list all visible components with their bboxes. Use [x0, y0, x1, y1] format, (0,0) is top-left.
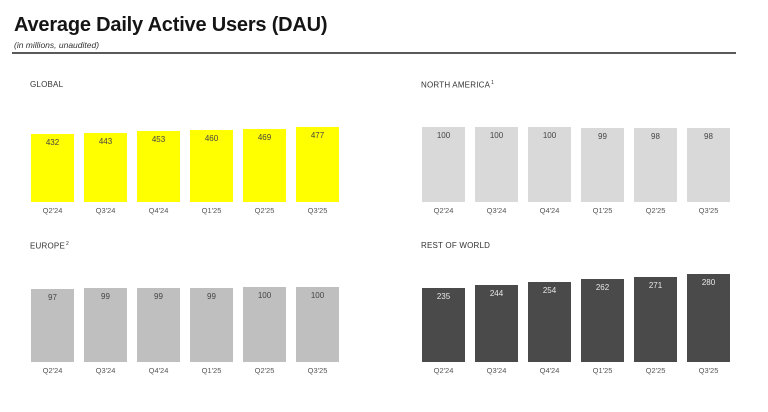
bar-north-america-4: 98: [634, 128, 677, 202]
panel-title-europe: EUROPE2: [30, 241, 69, 251]
bar-rest-of-world-2: 254: [528, 282, 571, 362]
bar-value-label: 99: [101, 292, 110, 301]
bar-global-4: 469: [243, 129, 286, 202]
bar-value-label: 100: [310, 291, 325, 300]
category-label: Q3'25: [307, 366, 328, 375]
category-label: Q1'25: [592, 366, 613, 375]
bar-value-label: 443: [98, 137, 113, 146]
category-label: Q4'24: [148, 206, 169, 215]
bar-value-label: 280: [701, 278, 716, 287]
category-label: Q1'25: [201, 366, 222, 375]
bar-global-0: 432: [31, 134, 74, 202]
bar-value-label: 262: [595, 283, 610, 292]
bar-value-label: 99: [154, 292, 163, 301]
bar-europe-0: 97: [31, 289, 74, 362]
category-label: Q2'24: [42, 366, 63, 375]
panel-title-text: REST OF WORLD: [421, 241, 491, 250]
category-label: Q4'24: [539, 366, 560, 375]
panel-title-text: EUROPE: [30, 241, 65, 251]
bar-value-label: 469: [257, 133, 272, 142]
bar-value-label: 97: [48, 293, 57, 302]
category-label: Q1'25: [201, 206, 222, 215]
bar-europe-1: 99: [84, 288, 127, 362]
footnote-marker: 2: [66, 241, 69, 247]
category-label: Q3'24: [95, 206, 116, 215]
category-label: Q2'24: [433, 206, 454, 215]
category-label: Q3'25: [698, 206, 719, 215]
category-label: Q2'24: [42, 206, 63, 215]
bar-value-label: 99: [598, 132, 607, 141]
bar-value-label: 460: [204, 134, 219, 143]
category-label: Q2'24: [433, 366, 454, 375]
category-label: Q4'24: [148, 366, 169, 375]
bar-rest-of-world-3: 262: [581, 279, 624, 362]
bar-north-america-5: 98: [687, 128, 730, 202]
page-subtitle: (in millions, unaudited): [14, 40, 100, 50]
bar-value-label: 98: [704, 132, 713, 141]
page-title: Average Daily Active Users (DAU): [14, 14, 328, 36]
bar-value-label: 99: [207, 292, 216, 301]
category-label: Q2'25: [645, 206, 666, 215]
footnote-marker: 1: [491, 80, 495, 86]
bar-north-america-1: 100: [475, 127, 518, 202]
bar-europe-3: 99: [190, 288, 233, 362]
category-label: Q1'25: [592, 206, 613, 215]
category-label: Q2'25: [254, 366, 275, 375]
bar-europe-4: 100: [243, 287, 286, 362]
bar-value-label: 453: [151, 135, 166, 144]
bar-value-label: 98: [651, 132, 660, 141]
panel-title-rest-of-world: REST OF WORLD: [421, 241, 490, 250]
bar-rest-of-world-4: 271: [634, 277, 677, 362]
category-label: Q3'25: [698, 366, 719, 375]
bar-rest-of-world-1: 244: [475, 285, 518, 362]
category-label: Q3'24: [486, 206, 507, 215]
bar-value-label: 100: [489, 131, 504, 140]
bar-value-label: 100: [542, 131, 557, 140]
bar-value-label: 235: [436, 292, 451, 301]
category-label: Q3'24: [95, 366, 116, 375]
bar-rest-of-world-0: 235: [422, 288, 465, 362]
bar-north-america-3: 99: [581, 128, 624, 202]
bar-global-5: 477: [296, 127, 339, 202]
bar-europe-2: 99: [137, 288, 180, 362]
bar-value-label: 254: [542, 286, 557, 295]
bar-value-label: 100: [436, 131, 451, 140]
bar-value-label: 432: [45, 138, 60, 147]
bar-north-america-2: 100: [528, 127, 571, 202]
bar-value-label: 271: [648, 281, 663, 290]
panel-title-global: GLOBAL: [30, 80, 63, 89]
bar-north-america-0: 100: [422, 127, 465, 202]
category-label: Q3'25: [307, 206, 328, 215]
bar-rest-of-world-5: 280: [687, 274, 730, 362]
panel-title-text: NORTH AMERICA: [421, 80, 491, 90]
bar-value-label: 100: [257, 291, 272, 300]
bar-europe-5: 100: [296, 287, 339, 362]
header-divider: [12, 52, 736, 54]
category-label: Q3'24: [486, 366, 507, 375]
category-label: Q2'25: [254, 206, 275, 215]
bar-global-3: 460: [190, 130, 233, 202]
category-label: Q4'24: [539, 206, 560, 215]
bar-global-2: 453: [137, 131, 180, 202]
category-label: Q2'25: [645, 366, 666, 375]
bar-value-label: 477: [310, 131, 325, 140]
bar-value-label: 244: [489, 289, 504, 298]
panel-title-north-america: NORTH AMERICA1: [421, 80, 494, 90]
bar-global-1: 443: [84, 133, 127, 202]
panel-title-text: GLOBAL: [30, 80, 64, 89]
